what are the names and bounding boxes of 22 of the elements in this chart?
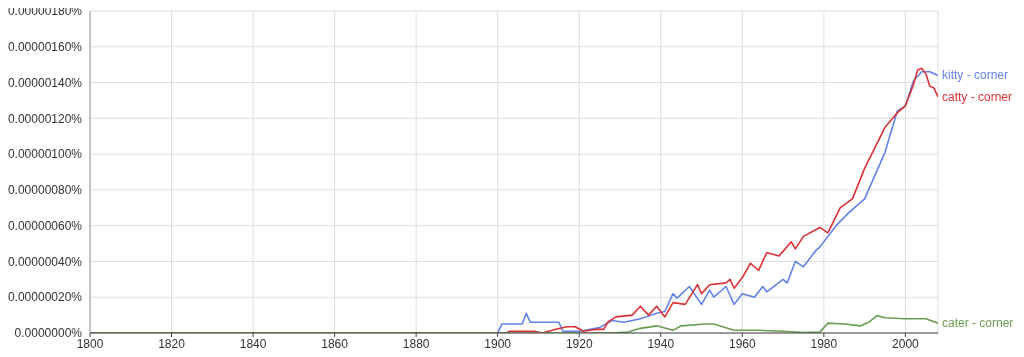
x-tick-label: 1820	[158, 336, 186, 351]
x-tick-label: 1980	[810, 336, 838, 351]
y-tick-label: 0.00000040%	[7, 254, 83, 269]
y-tick-label: 0.00000120%	[7, 111, 83, 126]
y-tick-label: 0.00000060%	[7, 218, 83, 233]
y-tick-label: 0.00000020%	[7, 290, 83, 305]
x-tick-label: 1800	[76, 336, 104, 351]
y-tick-label: 0.00000140%	[7, 75, 83, 90]
x-tick-label: 1940	[647, 336, 675, 351]
x-tick-label: 1860	[321, 336, 349, 351]
x-tick-label: 1880	[402, 336, 430, 351]
x-tick-label: 1900	[484, 336, 512, 351]
x-tick-label: 1920	[565, 336, 593, 351]
x-tick-label: 1960	[728, 336, 756, 351]
y-tick-label: 0.00000080%	[7, 183, 83, 198]
y-tick-label: 0.00000100%	[7, 147, 83, 162]
x-tick-label: 2000	[892, 336, 920, 351]
y-tick-label: 0.00000160%	[7, 40, 83, 55]
series-label: cater - corner	[942, 316, 1014, 331]
series-label: catty - corner	[942, 89, 1013, 104]
series-label: kitty - corner	[942, 68, 1009, 83]
x-tick-label: 1840	[239, 336, 267, 351]
